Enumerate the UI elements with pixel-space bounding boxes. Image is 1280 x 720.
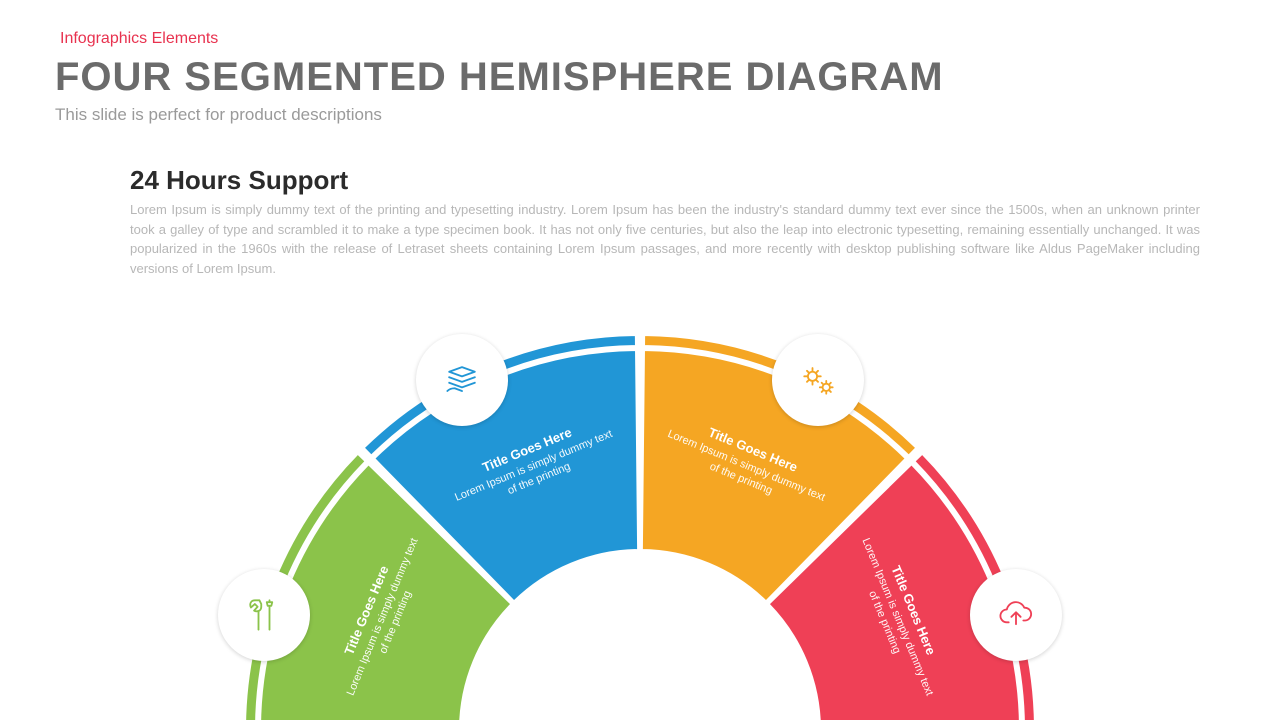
subtitle: This slide is perfect for product descri… xyxy=(55,105,382,125)
body-paragraph: Lorem Ipsum is simply dummy text of the … xyxy=(130,200,1200,278)
segment-3-badge xyxy=(772,334,864,426)
kicker: Infographics Elements xyxy=(60,30,218,48)
page-title: FOUR SEGMENTED HEMISPHERE DIAGRAM xyxy=(55,55,944,100)
stack-icon xyxy=(440,358,484,402)
gears-icon xyxy=(796,358,840,402)
segment-1-badge xyxy=(218,569,310,661)
section-title: 24 Hours Support xyxy=(130,165,348,196)
tools-icon xyxy=(242,593,286,637)
slide: Infographics Elements FOUR SEGMENTED HEM… xyxy=(0,0,1280,720)
segment-2-badge xyxy=(416,334,508,426)
hemisphere-diagram: Title Goes Here Lorem Ipsum is simply du… xyxy=(0,280,1280,720)
cloud-upload-icon xyxy=(994,593,1038,637)
segment-4-badge xyxy=(970,569,1062,661)
